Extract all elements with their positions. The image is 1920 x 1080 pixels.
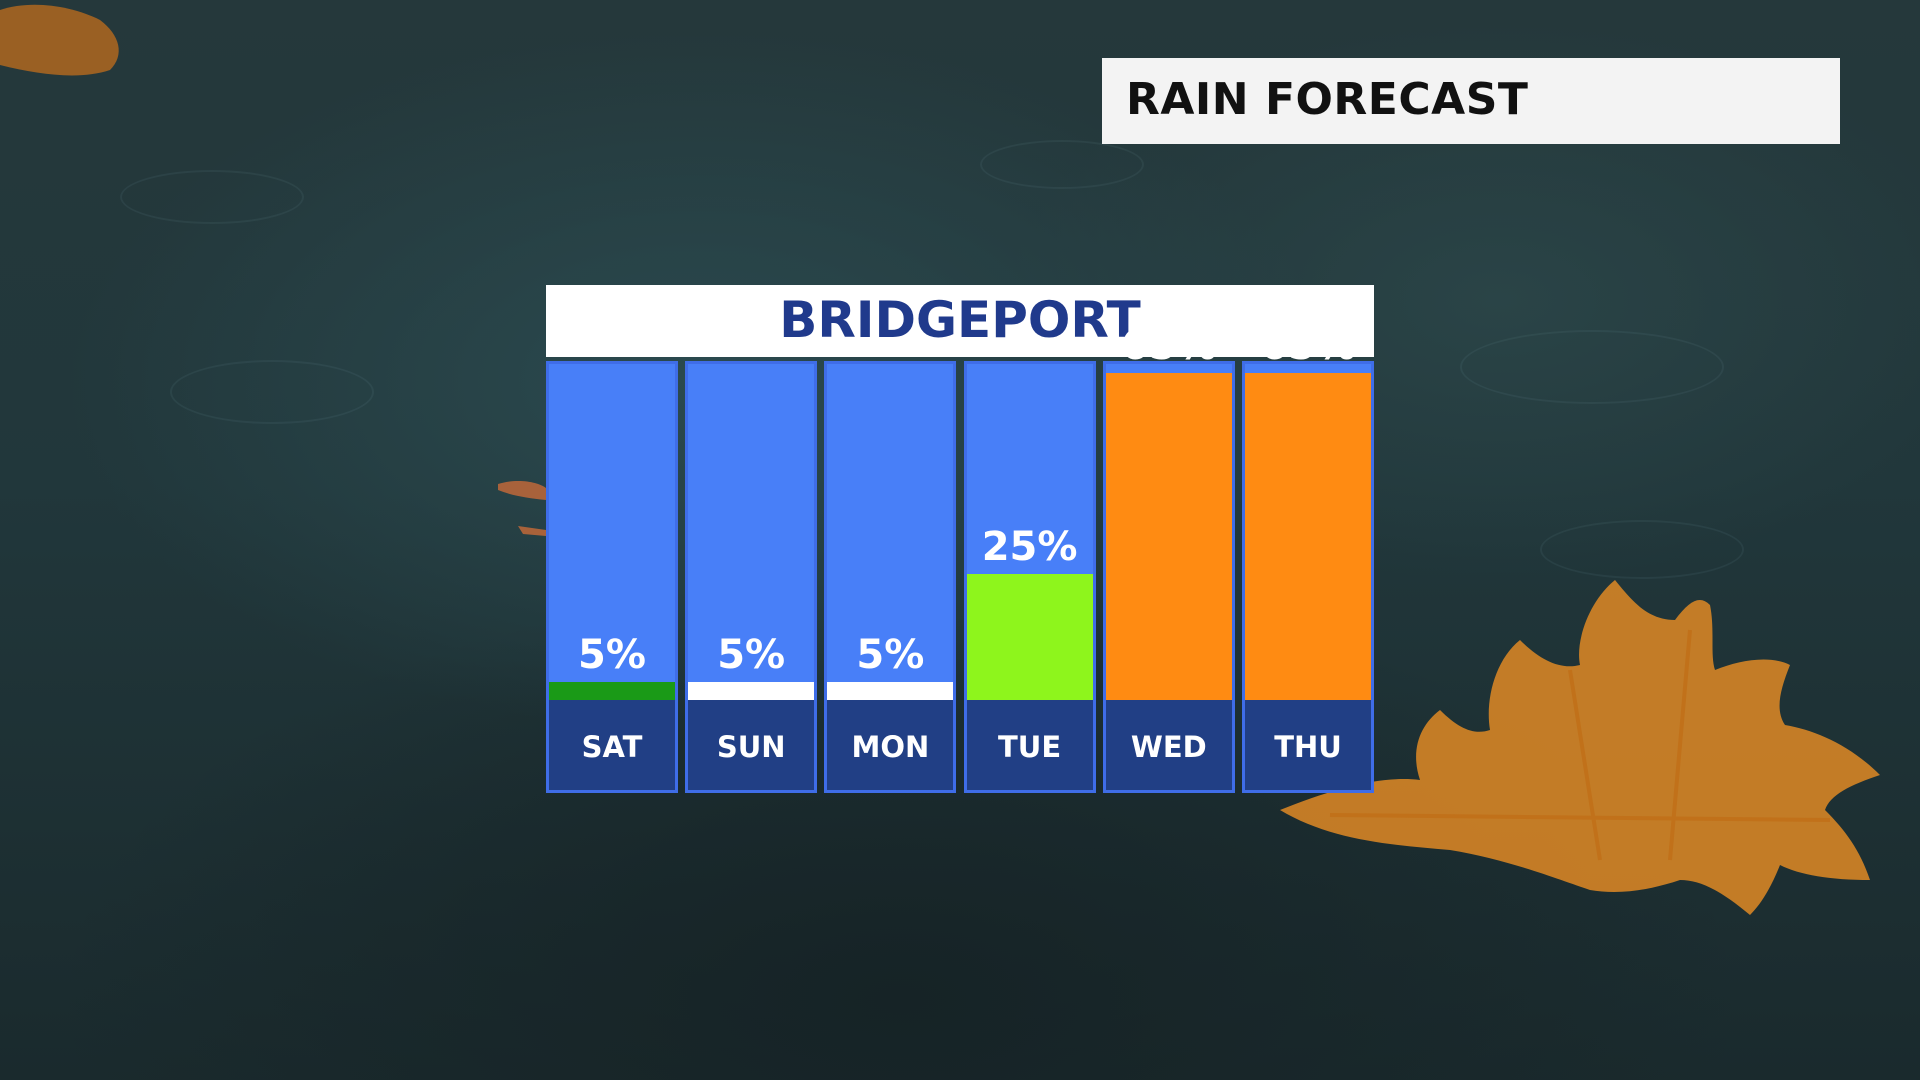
title-box: RAIN FORECAST <box>1102 58 1840 144</box>
rain-chance-label: 65% <box>1120 322 1217 369</box>
rain-chance-bar <box>1245 372 1371 700</box>
city-header: BRIDGEPORT <box>546 285 1374 357</box>
forecast-column: 65% THU <box>1242 323 1374 793</box>
rain-ripple <box>120 170 304 224</box>
rain-chance-label: 5% <box>717 631 786 678</box>
rain-chance-bar <box>688 681 815 700</box>
rain-chance-bar <box>827 681 954 700</box>
page-title: RAIN FORECAST <box>1126 74 1529 125</box>
day-band: TUE <box>966 700 1093 790</box>
rain-chance-label: 5% <box>856 631 925 678</box>
rain-ripple <box>170 360 374 424</box>
forecast-column: 25% TUE <box>963 361 1096 793</box>
forecast-column: 5% SAT <box>546 361 678 793</box>
rain-chance-bar <box>966 574 1093 700</box>
rain-ripple <box>980 140 1144 189</box>
rain-chance-bar <box>1105 372 1232 700</box>
day-label: THU <box>1274 730 1342 764</box>
day-band: WED <box>1105 700 1232 790</box>
day-band: THU <box>1245 700 1371 790</box>
chart-title: BRIDGEPORT <box>779 291 1141 349</box>
day-label: MON <box>851 730 930 764</box>
autumn-leaf-icon <box>0 4 119 76</box>
rain-chance-label: 65% <box>1260 322 1356 369</box>
forecast-column: 65% WED <box>1102 323 1235 793</box>
day-band: SUN <box>688 700 815 790</box>
rain-ripple <box>1540 520 1744 579</box>
rain-chance-label: 5% <box>578 631 646 678</box>
rain-ripple <box>1460 330 1724 404</box>
day-label: SUN <box>716 730 786 764</box>
day-band: MON <box>827 700 954 790</box>
forecast-column: 5% SUN <box>685 361 818 793</box>
rain-chance-bar <box>549 681 675 700</box>
forecast-column: 5% MON <box>824 361 957 793</box>
autumn-leaf-icon <box>1280 580 1880 915</box>
forecast-panel: BRIDGEPORT 5% SAT 5% SUN 5% MON 25% TUE 65% WED 65… <box>546 285 1374 793</box>
day-band: SAT <box>549 700 675 790</box>
autumn-leaf-icon <box>498 481 546 536</box>
day-label: WED <box>1130 730 1207 764</box>
day-label: TUE <box>998 730 1062 764</box>
day-label: SAT <box>581 730 643 764</box>
rain-chance-label: 25% <box>981 524 1078 571</box>
